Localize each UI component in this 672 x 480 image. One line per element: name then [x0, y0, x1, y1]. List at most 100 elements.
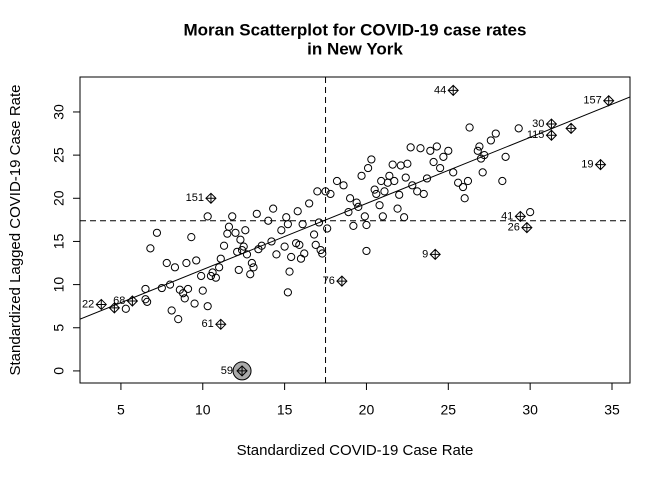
point	[526, 207, 535, 217]
point	[203, 212, 212, 221]
point	[198, 286, 207, 295]
point	[478, 168, 487, 177]
point	[298, 220, 307, 229]
point	[345, 194, 355, 203]
point	[247, 258, 256, 268]
point	[395, 190, 404, 199]
point	[182, 258, 191, 268]
influential-point	[126, 295, 139, 307]
point	[296, 254, 306, 263]
point	[272, 250, 281, 259]
point	[282, 213, 291, 222]
y-tick-label: 15	[51, 233, 67, 249]
point	[314, 218, 324, 227]
point	[367, 155, 376, 164]
point	[305, 199, 314, 208]
point	[473, 146, 482, 155]
y-tick-label: 30	[51, 104, 67, 120]
point	[215, 263, 224, 272]
point-label: 44	[434, 84, 446, 96]
point	[372, 189, 381, 199]
point	[393, 204, 402, 213]
point	[318, 249, 327, 258]
point	[241, 226, 250, 235]
point	[190, 299, 199, 308]
point	[332, 176, 342, 186]
point	[344, 207, 353, 217]
point	[460, 194, 469, 203]
point	[498, 176, 507, 186]
point	[249, 263, 258, 272]
y-axis-label: Standardized Lagged COVID-19 Case Rate	[7, 84, 24, 375]
point	[321, 187, 330, 196]
point	[277, 226, 286, 235]
point	[388, 160, 397, 169]
point	[234, 265, 243, 275]
y-tick-label: 25	[51, 147, 67, 163]
x-tick-label: 15	[277, 402, 293, 418]
point	[323, 224, 332, 233]
point-label: 151	[186, 192, 204, 204]
point	[313, 187, 322, 196]
point-label: 30	[532, 118, 544, 130]
point	[432, 142, 441, 151]
y-tick-label: 10	[51, 277, 67, 293]
point	[309, 230, 319, 239]
point-label: 26	[508, 222, 520, 234]
point	[152, 228, 162, 237]
point	[146, 244, 155, 253]
point	[378, 212, 387, 221]
influential-point	[429, 248, 441, 261]
point	[444, 146, 453, 155]
point	[233, 247, 242, 256]
point	[170, 263, 180, 272]
point	[183, 284, 193, 294]
point	[224, 222, 234, 231]
point	[280, 242, 289, 251]
point	[480, 151, 489, 160]
point	[267, 237, 276, 246]
influential-point	[514, 210, 527, 223]
point	[216, 254, 225, 263]
point	[408, 181, 417, 190]
point	[223, 229, 232, 238]
influential-point	[565, 122, 577, 135]
point	[143, 297, 152, 306]
point	[219, 241, 229, 250]
influential-point	[215, 318, 227, 331]
point	[416, 144, 425, 153]
point	[406, 143, 415, 152]
point	[401, 173, 410, 182]
point	[239, 242, 248, 251]
point	[157, 283, 166, 293]
point	[429, 157, 438, 167]
point	[396, 161, 405, 170]
point	[383, 178, 392, 187]
point	[357, 171, 366, 180]
point	[491, 129, 500, 138]
point	[167, 306, 176, 315]
point	[458, 182, 468, 192]
point-label: 115	[527, 129, 545, 141]
point	[283, 220, 292, 229]
x-axis-label: Standardized COVID-19 Case Rate	[237, 442, 474, 459]
point	[380, 187, 389, 196]
point	[174, 315, 183, 324]
influential-point	[447, 84, 459, 97]
chart-title: in New York	[307, 39, 403, 58]
point	[390, 176, 399, 186]
point	[370, 185, 379, 194]
point	[400, 213, 409, 222]
x-tick-label: 5	[117, 402, 125, 418]
point	[180, 294, 189, 303]
point	[121, 304, 130, 313]
x-tick-label: 20	[359, 402, 375, 418]
point	[257, 241, 266, 250]
point	[475, 142, 484, 151]
point	[242, 250, 252, 259]
point-label: 68	[113, 295, 125, 307]
x-tick-label: 25	[441, 402, 457, 418]
point	[419, 189, 428, 199]
point	[203, 302, 212, 311]
point	[501, 152, 510, 161]
